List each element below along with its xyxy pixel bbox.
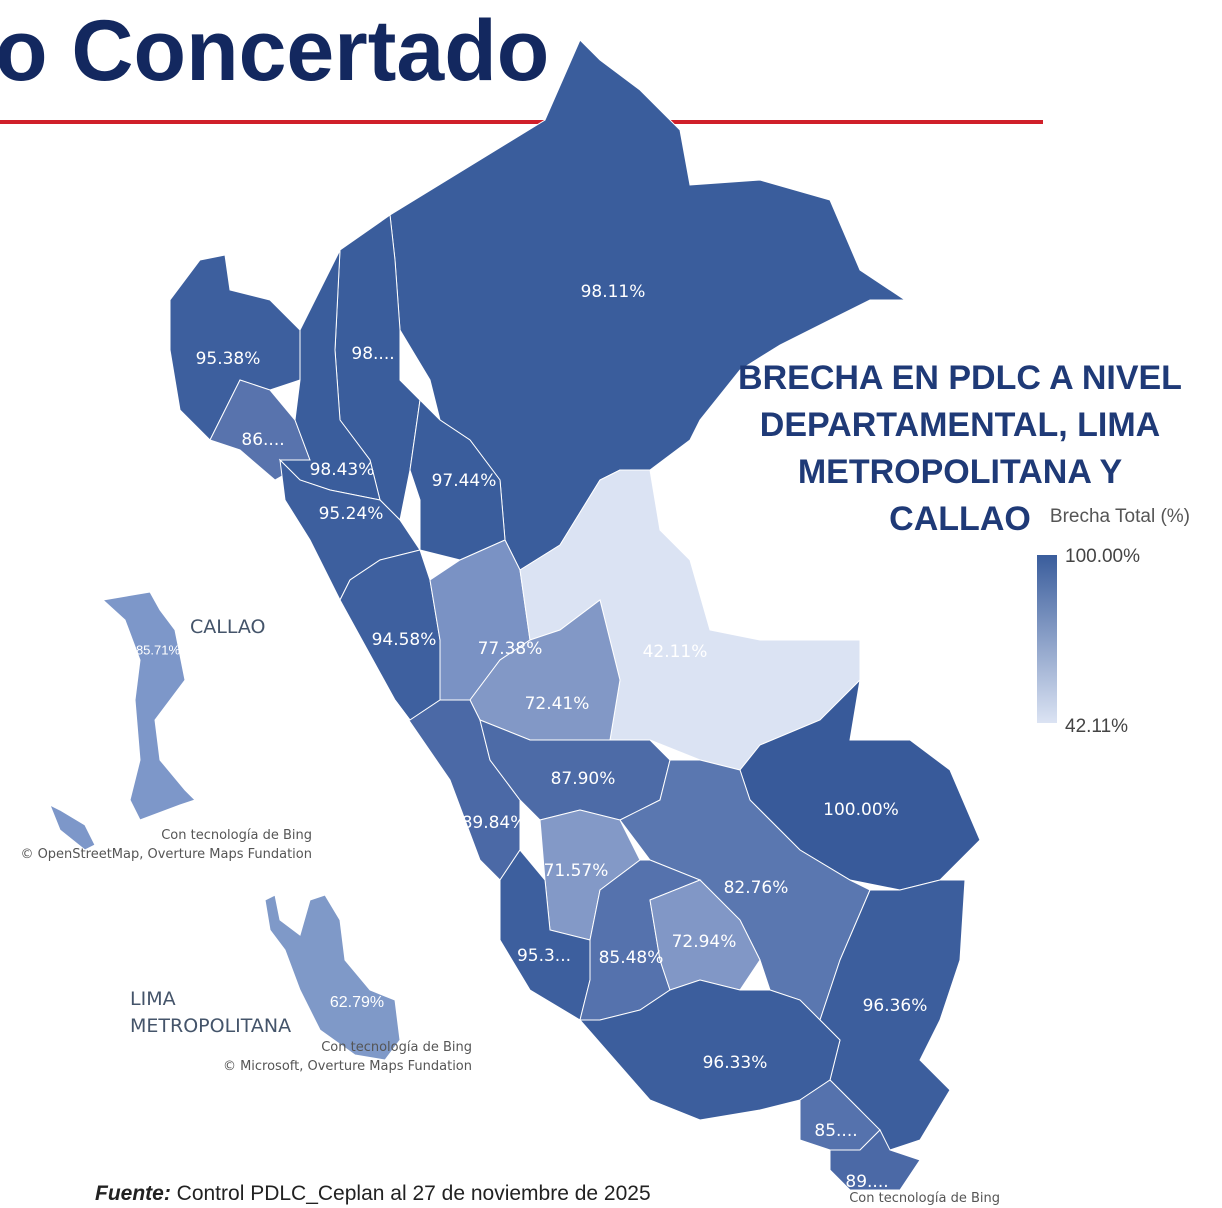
- inset-attribution: © Microsoft, Overture Maps Fundation: [223, 1059, 472, 1074]
- region-label: 95.38%: [196, 349, 261, 369]
- region-label: 85.48%: [599, 948, 664, 968]
- source-text: Control PDLC_Ceplan al 27 de noviembre d…: [170, 1182, 651, 1205]
- region-label: 97.44%: [432, 471, 497, 491]
- legend-gradient: [1037, 555, 1057, 723]
- inset-label: 85.71%: [136, 642, 181, 657]
- inset-name: LIMA METROPOLITANA: [130, 988, 292, 1037]
- region-label: 98.43%: [310, 460, 375, 480]
- source-label: Fuente:: [95, 1182, 171, 1205]
- region: [829, 1129, 921, 1191]
- region-label: 42.11%: [643, 642, 708, 662]
- page-title: o Concertado: [0, 3, 549, 99]
- region: [578, 979, 841, 1121]
- region-label: 72.94%: [672, 932, 737, 952]
- footer: Fuente: Control PDLC_Ceplan al 27 de nov…: [95, 1182, 651, 1206]
- region-label: 96.36%: [863, 996, 928, 1016]
- region-label: 72.41%: [525, 694, 590, 714]
- inset-shape: [264, 894, 401, 1061]
- legend-min: 42.11%: [1065, 716, 1128, 737]
- map-credit: Con tecnología de Bing: [849, 1191, 1000, 1206]
- region-label: 85....: [814, 1121, 857, 1141]
- region-label: 96.33%: [703, 1053, 768, 1073]
- region-label: 98.11%: [581, 282, 646, 302]
- inset-name-box: LIMA METROPOLITANA: [130, 988, 292, 1037]
- region-label: 98....: [351, 344, 394, 364]
- region-label: 71.57%: [544, 861, 609, 881]
- inset-credit: Con tecnología de Bing: [321, 1040, 472, 1055]
- region-label: 89.84%: [462, 813, 527, 833]
- region-labels: 98.11% 98.... 95.38% 86.... 98.43% 97.44…: [196, 282, 928, 1192]
- region-label: 77.38%: [478, 639, 543, 659]
- inset-shape: [101, 591, 196, 821]
- inset-label: 62.79%: [330, 994, 384, 1011]
- inset-credit: Con tecnología de Bing: [161, 828, 312, 843]
- region-label: 94.58%: [372, 630, 437, 650]
- region-label: 82.76%: [724, 878, 789, 898]
- region-label: 95.24%: [319, 504, 384, 524]
- legend-title: BRECHA EN PDLC A NIVEL DEPARTAMENTAL, LI…: [738, 359, 1182, 538]
- inset-shape: [49, 803, 96, 851]
- region-label: 95.3...: [517, 946, 571, 966]
- inset-name: CALLAO: [190, 616, 266, 638]
- legend-scale-title: Brecha Total (%): [1049, 506, 1190, 527]
- legend-max: 100.00%: [1065, 546, 1140, 567]
- region-label: 86....: [241, 430, 284, 450]
- lima-inset: 62.79% LIMA METROPOLITANA Con tecnología…: [130, 894, 472, 1074]
- region-label: 100.00%: [823, 800, 899, 820]
- regions: [169, 39, 981, 1191]
- region-label: 87.90%: [551, 769, 616, 789]
- inset-attribution: © OpenStreetMap, Overture Maps Fundation: [20, 847, 312, 862]
- region-label: 89....: [845, 1172, 888, 1192]
- callao-inset: CALLAO 85.71% Con tecnología de Bing © O…: [20, 591, 312, 862]
